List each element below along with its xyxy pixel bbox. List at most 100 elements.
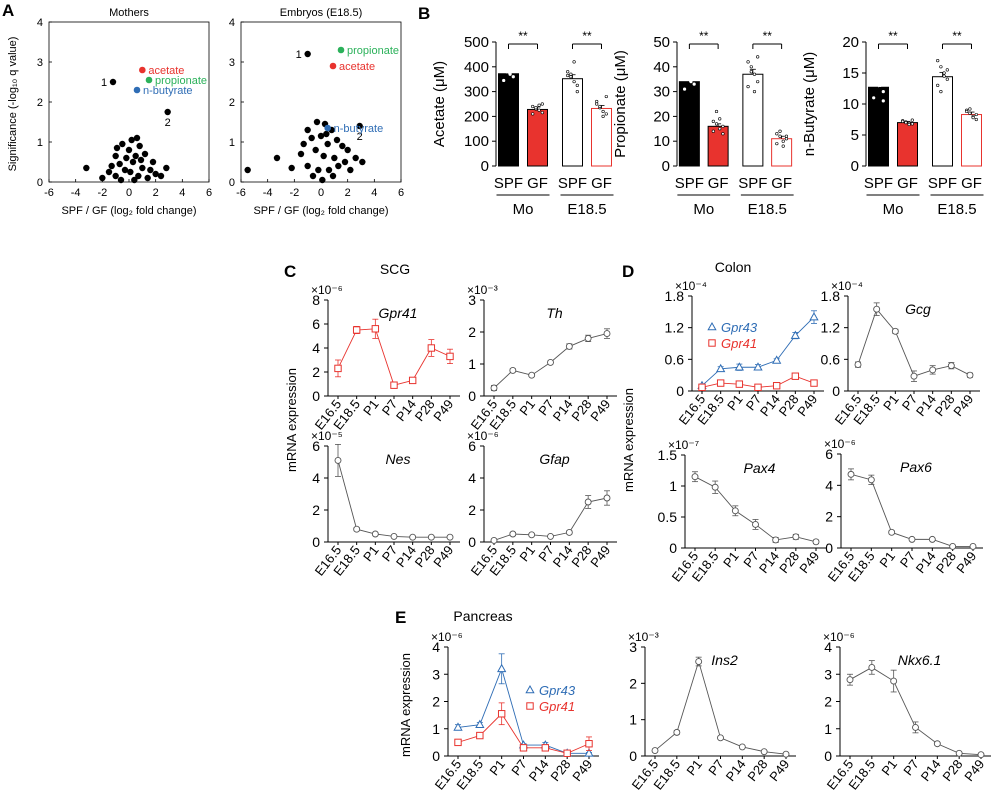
replicate-point — [968, 111, 972, 115]
y-tick-label: 2 — [824, 694, 832, 710]
point-number-label: 2 — [165, 117, 171, 129]
data-marker-circle — [977, 751, 985, 759]
data-point — [304, 162, 311, 170]
data-point — [144, 174, 151, 182]
replicate-point — [692, 82, 696, 86]
scale-factor-label: ×10⁻⁶ — [824, 437, 856, 451]
panel-letter-d: D — [622, 262, 634, 281]
mrna-title-e: mRNA expression — [398, 653, 413, 757]
y-tick-label: 1 — [669, 478, 677, 494]
data-marker-circle — [695, 658, 703, 665]
x-tick-label: P1 — [360, 397, 382, 419]
replicate-point — [878, 83, 882, 87]
replicate-point — [604, 112, 608, 116]
replicate-point — [502, 66, 506, 70]
scale-factor-label: ×10⁻⁵ — [311, 429, 343, 443]
y-tick-label: 1.5 — [658, 447, 678, 463]
y-tick-label: 4 — [37, 17, 43, 29]
y-tick-label: 2 — [468, 502, 476, 518]
panel-letter-c: C — [284, 262, 296, 281]
x-tick-label: P14 — [526, 757, 552, 784]
replicate-point — [971, 116, 975, 120]
group-label: E18.5 — [567, 201, 606, 218]
category-label: SPF — [928, 175, 957, 192]
section-title-colon: Colon — [715, 259, 752, 275]
data-marker-square — [585, 740, 593, 748]
x-tick-label: -2 — [289, 187, 299, 199]
y-tick-label: 3 — [468, 292, 476, 308]
data-point — [323, 130, 330, 138]
significance-marker: ** — [699, 29, 709, 43]
y-tick-label: 0 — [825, 540, 833, 556]
data-marker-circle — [955, 749, 963, 757]
scale-factor-label: ×10⁻⁶ — [467, 429, 499, 443]
x-tick-label: P49 — [766, 757, 792, 784]
data-marker-circle — [547, 358, 554, 366]
y-tick-label: 3 — [432, 666, 440, 682]
y-tick-label: 0.5 — [658, 509, 678, 525]
metabolite-point — [329, 62, 337, 70]
data-point — [244, 166, 251, 174]
y-tick-label: 4 — [432, 639, 440, 655]
data-marker-square — [791, 372, 800, 380]
data-marker-triangle — [475, 719, 485, 728]
bar — [678, 81, 700, 167]
replicate-point — [878, 65, 882, 69]
metabolite-label: propionate — [155, 75, 207, 87]
metabolite-point — [324, 124, 331, 132]
data-point — [344, 146, 351, 154]
y-axis-title: Propionate (μM) — [612, 50, 629, 158]
replicate-point — [752, 89, 757, 94]
category-label: GF — [771, 175, 792, 192]
scale-factor-label: ×10⁻³ — [628, 630, 659, 644]
x-tick-label: P1 — [486, 757, 508, 779]
category-label: GF — [527, 175, 548, 192]
x-tick-label: P1 — [880, 392, 902, 414]
x-axis-title: SPF / GF (log₂ fold change) — [61, 205, 196, 217]
data-marker-triangle — [525, 684, 535, 694]
data-marker-circle — [812, 538, 820, 546]
data-marker-circle — [490, 384, 498, 392]
replicate-point — [531, 112, 535, 116]
data-marker-circle — [949, 542, 957, 550]
y-tick-label: 2 — [37, 97, 43, 109]
replicate-point — [904, 120, 908, 125]
y-tick-label: 4 — [825, 477, 833, 493]
y-tick-label: 0 — [481, 158, 489, 175]
replicate-point — [974, 117, 978, 122]
data-point — [315, 166, 322, 174]
y-tick-label: 400 — [464, 59, 489, 76]
data-marker-square — [371, 325, 380, 333]
data-marker-square — [519, 744, 528, 752]
metabolite-label: n-butyrate — [143, 85, 193, 97]
data-marker-circle — [912, 723, 919, 731]
replicate-point — [784, 134, 789, 138]
y-tick-label: 0 — [468, 388, 476, 404]
replicate-point — [936, 58, 940, 63]
replicate-point — [965, 109, 969, 114]
data-marker-circle — [509, 366, 517, 374]
group-label: E18.5 — [748, 201, 787, 218]
section-title-scg: SCG — [380, 261, 410, 277]
x-tick-label: P49 — [794, 392, 820, 419]
data-marker-square — [754, 383, 762, 392]
x-tick-label: P49 — [430, 543, 456, 570]
y-tick-label: 10 — [842, 96, 859, 113]
category-label: SPF — [494, 175, 523, 192]
y-tick-label: 2 — [229, 97, 235, 109]
x-axis-title: SPF / GF (log₂ fold change) — [253, 205, 388, 217]
data-point — [325, 166, 333, 174]
volcano-a1: Mothers -6 -4 -2 0 2 4 6 0 1 2 3 4 SPF / GF (log₂ fol… — [37, 7, 212, 217]
data-point — [108, 162, 115, 170]
data-marker-circle — [846, 676, 854, 684]
replicate-point — [604, 94, 608, 99]
x-tick-label: 4 — [371, 187, 377, 199]
y-tick-label: 0 — [468, 534, 476, 550]
x-tick-label: P49 — [587, 397, 613, 424]
gene-label: Nkx6.1 — [898, 652, 942, 668]
y-tick-label: 20 — [653, 108, 670, 125]
replicate-point — [775, 142, 779, 146]
x-tick-label: 4 — [179, 187, 185, 199]
category-label: SPF — [558, 175, 587, 192]
